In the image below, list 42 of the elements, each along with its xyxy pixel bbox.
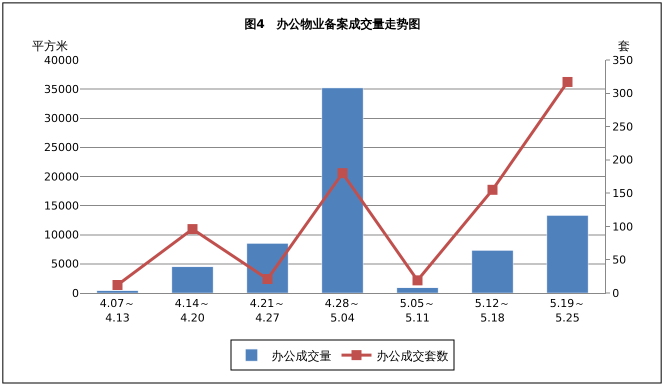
bar (546, 215, 588, 293)
point (188, 224, 198, 234)
point (112, 280, 122, 290)
x-tick-label: 4.14～ 4.20 (174, 297, 210, 324)
y-tick-label: 30000 (44, 112, 79, 126)
y2-tick-label: 250 (612, 120, 634, 134)
point (262, 274, 272, 284)
x-tick-label: 4.21～ 4.27 (250, 297, 286, 324)
y-tick-label: 35000 (44, 82, 79, 96)
x-tick-label: 4.07～ 4.13 (100, 297, 136, 324)
x-tick-label: 5.19～ 5.25 (550, 297, 586, 324)
bar (96, 290, 138, 293)
y-tick-label: 10000 (44, 228, 79, 242)
y2-tick-label: 100 (612, 220, 634, 234)
legend-label: 办公成交量 (272, 348, 332, 363)
y2-tick-label: 150 (612, 186, 634, 200)
point (338, 168, 348, 178)
x-tick-label: 5.12～ 5.18 (474, 297, 510, 324)
y-tick-label: 5000 (51, 258, 79, 271)
y2-axis-title: 套 (618, 39, 630, 53)
y-tick-label: 15000 (44, 199, 79, 212)
y2-tick-label: 350 (612, 54, 634, 67)
y2-tick-label: 300 (612, 87, 634, 100)
point (562, 76, 572, 87)
y2-tick-label: 50 (612, 254, 626, 267)
y-tick-label: 40000 (44, 54, 79, 67)
y-tick-label: 0 (72, 286, 79, 300)
point (412, 275, 422, 286)
bar (396, 288, 438, 293)
x-tick-label: 5.05～ 5.11 (400, 297, 436, 324)
y2-tick-label: 200 (612, 154, 634, 167)
y-tick-label: 25000 (44, 141, 79, 154)
bar (472, 250, 514, 293)
y2-tick-label: 0 (612, 286, 620, 300)
y-tick-label: 20000 (44, 170, 79, 184)
y-axis-title: 平方米 (32, 39, 68, 53)
bar (172, 266, 214, 293)
x-tick-label: 4.28～ 5.04 (324, 297, 360, 324)
legend-label: 办公成交套数 (376, 348, 448, 363)
bar (322, 88, 364, 293)
chart-title: 图4 办公物业备案成交量走势图 (244, 16, 421, 31)
point (488, 184, 498, 195)
